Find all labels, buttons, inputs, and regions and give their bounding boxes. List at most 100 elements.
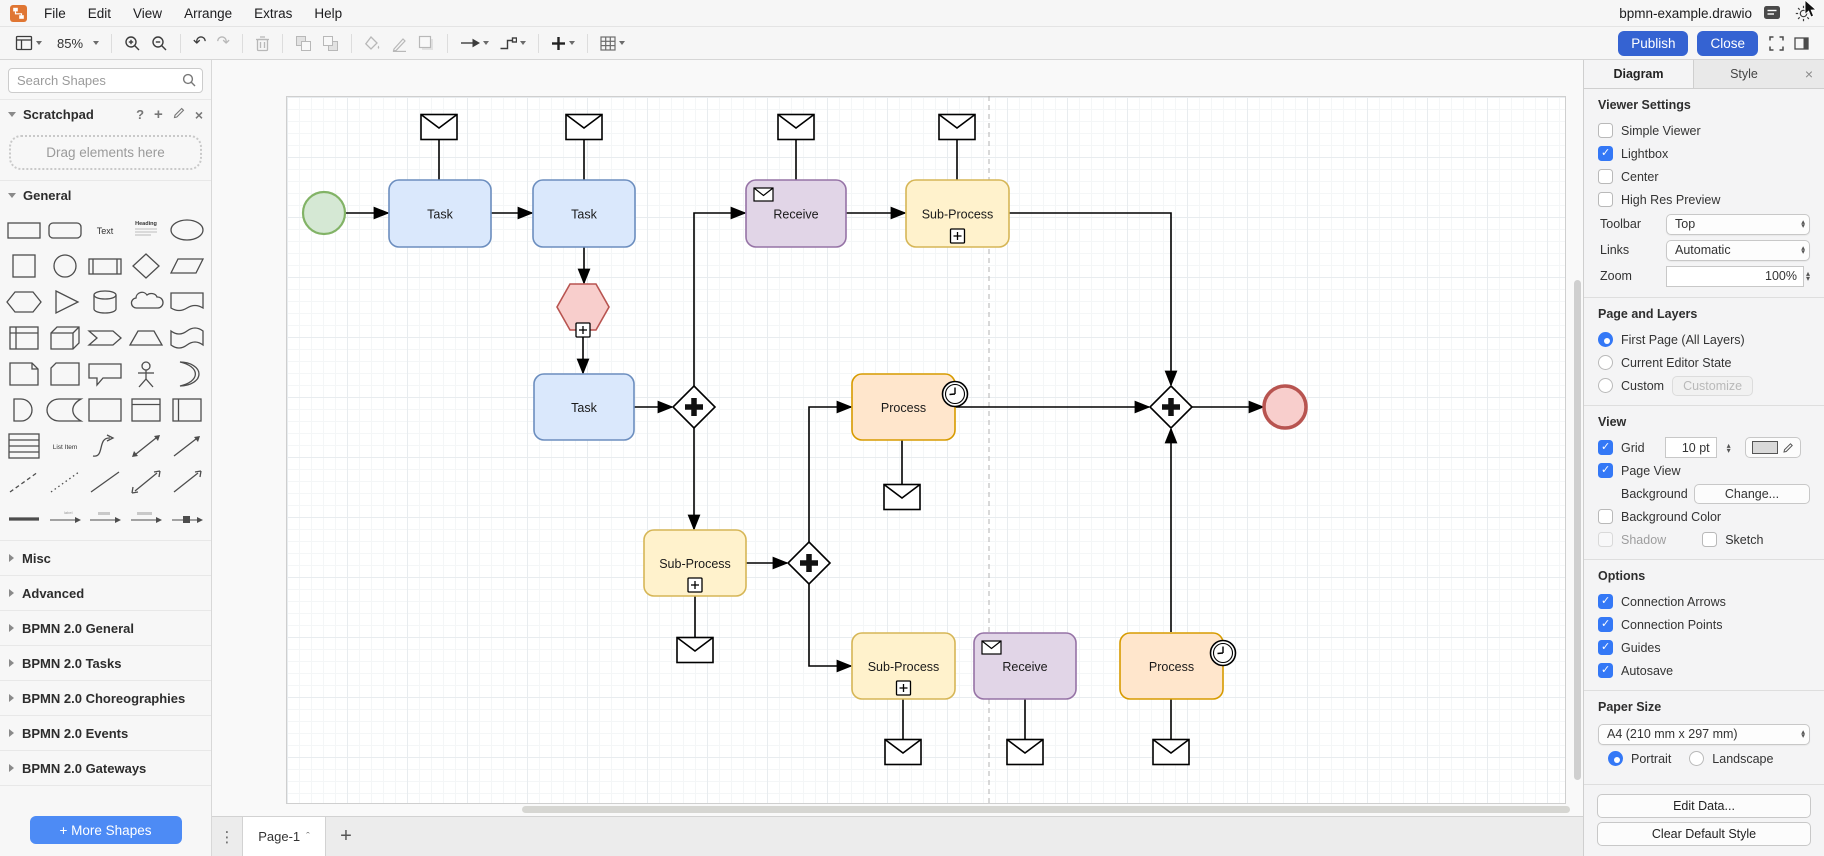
sidebar-section-misc[interactable]: Misc bbox=[0, 541, 211, 576]
sidebar-section-bpmn-2-0-events[interactable]: BPMN 2.0 Events bbox=[0, 716, 211, 751]
guides-checkbox[interactable] bbox=[1598, 640, 1613, 655]
shape-and[interactable] bbox=[4, 392, 45, 428]
menu-view[interactable]: View bbox=[133, 5, 163, 21]
shape-dotted-line[interactable] bbox=[45, 464, 86, 500]
add-page-button[interactable]: + bbox=[340, 825, 352, 847]
env-subprocess-2[interactable] bbox=[676, 636, 714, 664]
simple-viewer-checkbox[interactable] bbox=[1598, 123, 1613, 138]
horizontal-scrollbar[interactable] bbox=[522, 806, 1570, 813]
shape-textbox[interactable]: Heading bbox=[126, 212, 167, 248]
fill-color-button[interactable] bbox=[361, 30, 384, 56]
autosave-checkbox[interactable] bbox=[1598, 663, 1613, 678]
shape-hexagon[interactable] bbox=[4, 284, 45, 320]
gateway-1[interactable] bbox=[671, 384, 717, 430]
insert-button[interactable] bbox=[548, 30, 578, 56]
menu-file[interactable]: File bbox=[44, 5, 66, 21]
subprocess-2[interactable]: Sub-Process bbox=[643, 529, 747, 597]
shape-process[interactable] bbox=[85, 248, 126, 284]
general-section-header[interactable]: General bbox=[0, 180, 211, 210]
tab-style[interactable]: Style bbox=[1730, 67, 1758, 81]
shape-rectangle[interactable] bbox=[4, 212, 45, 248]
connection-points-checkbox[interactable] bbox=[1598, 617, 1613, 632]
first-page-all-layers--radio[interactable] bbox=[1598, 332, 1613, 347]
zoom-level[interactable]: 85% bbox=[57, 35, 84, 51]
sketch-checkbox[interactable] bbox=[1702, 532, 1718, 547]
shape-rounded-rectangle[interactable] bbox=[45, 212, 86, 248]
shape-cube[interactable] bbox=[45, 320, 86, 356]
change-background-button[interactable]: Change... bbox=[1694, 483, 1810, 504]
line-color-button[interactable] bbox=[388, 30, 411, 56]
sidebar-section-bpmn-2-0-gateways[interactable]: BPMN 2.0 Gateways bbox=[0, 751, 211, 786]
links-select[interactable]: Automatic ▴ ▾ bbox=[1666, 239, 1810, 261]
to-back-button[interactable] bbox=[319, 30, 342, 56]
menu-extras[interactable]: Extras bbox=[254, 5, 293, 21]
env-receive-2[interactable] bbox=[1006, 738, 1044, 766]
grid-checkbox[interactable] bbox=[1598, 440, 1613, 455]
sidebar-section-bpmn-2-0-general[interactable]: BPMN 2.0 General bbox=[0, 611, 211, 646]
menu-edit[interactable]: Edit bbox=[87, 5, 112, 21]
task-2[interactable]: Task bbox=[532, 179, 636, 248]
shape-cloud[interactable] bbox=[126, 284, 167, 320]
grid-color-button[interactable] bbox=[1744, 437, 1801, 458]
shape-data-storage[interactable] bbox=[45, 392, 86, 428]
table-button[interactable] bbox=[597, 30, 628, 56]
process-2[interactable]: Process bbox=[1119, 632, 1237, 700]
shape-labeled-edge-2[interactable] bbox=[126, 500, 167, 536]
shape-link[interactable] bbox=[4, 500, 45, 536]
shape-ellipse[interactable] bbox=[166, 212, 207, 248]
center-checkbox[interactable] bbox=[1598, 169, 1613, 184]
zoom-input[interactable]: 100% bbox=[1666, 265, 1804, 287]
connection-style-button[interactable] bbox=[457, 30, 492, 56]
search-input[interactable] bbox=[8, 68, 203, 93]
vertical-scrollbar[interactable] bbox=[1574, 280, 1581, 780]
stepper-icon[interactable]: ▴ ▾ bbox=[1726, 440, 1731, 455]
add-icon[interactable]: + bbox=[154, 106, 163, 123]
custom-radio[interactable] bbox=[1598, 378, 1613, 393]
shape-trapezoid[interactable] bbox=[126, 320, 167, 356]
shape-diamond[interactable] bbox=[126, 248, 167, 284]
stepper-icon[interactable]: ▴ ▾ bbox=[1805, 269, 1810, 283]
shape-actor[interactable] bbox=[126, 356, 167, 392]
env-process-2[interactable] bbox=[1152, 738, 1190, 766]
clear-default-style-button[interactable]: Clear Default Style bbox=[1597, 822, 1811, 846]
task-1[interactable]: Task bbox=[388, 179, 492, 248]
gateway-2[interactable] bbox=[1148, 384, 1194, 430]
zoom-out-button[interactable] bbox=[148, 30, 171, 56]
shape-vertical-container[interactable] bbox=[126, 392, 167, 428]
shape-card[interactable] bbox=[45, 356, 86, 392]
to-front-button[interactable] bbox=[292, 30, 315, 56]
sidebar-section-bpmn-2-0-tasks[interactable]: BPMN 2.0 Tasks bbox=[0, 646, 211, 681]
scratchpad-drop-area[interactable]: Drag elements here bbox=[9, 135, 202, 170]
shape-step[interactable] bbox=[85, 320, 126, 356]
env-task-2[interactable] bbox=[565, 113, 603, 141]
undo-button[interactable]: ↶ bbox=[193, 34, 207, 51]
publish-button[interactable]: Publish bbox=[1618, 30, 1689, 56]
background-color-checkbox[interactable] bbox=[1598, 509, 1613, 524]
shadow-button[interactable] bbox=[415, 30, 438, 56]
edit-data-button[interactable]: Edit Data... bbox=[1597, 794, 1811, 818]
shape-list[interactable] bbox=[4, 428, 45, 464]
shape-dashed-line[interactable] bbox=[4, 464, 45, 500]
receive-1[interactable]: Receive bbox=[745, 179, 847, 248]
shape-square[interactable] bbox=[4, 248, 45, 284]
menu-help[interactable]: Help bbox=[314, 5, 343, 21]
zoom-in-button[interactable] bbox=[121, 30, 144, 56]
shape-or[interactable] bbox=[166, 356, 207, 392]
format-panel-toggle-icon[interactable] bbox=[1791, 30, 1812, 56]
waypoints-button[interactable] bbox=[496, 30, 529, 56]
more-shapes-button[interactable]: + More Shapes bbox=[29, 816, 182, 844]
edit-icon[interactable] bbox=[173, 107, 185, 122]
view-format-button[interactable] bbox=[12, 30, 45, 56]
shape-horizontal-container[interactable] bbox=[166, 392, 207, 428]
high-res-preview-checkbox[interactable] bbox=[1598, 192, 1613, 207]
shape-directional-connector[interactable] bbox=[166, 464, 207, 500]
env-subprocess-3[interactable] bbox=[884, 738, 922, 766]
paper-size-select[interactable]: A4 (210 mm x 297 mm) ▴ ▾ bbox=[1598, 723, 1810, 745]
redo-button[interactable]: ↷ bbox=[216, 34, 230, 51]
zoom-dropdown[interactable] bbox=[87, 30, 102, 56]
shape-triangle[interactable] bbox=[45, 284, 86, 320]
scratchpad-header[interactable]: Scratchpad ? + × bbox=[0, 99, 211, 129]
shape-cylinder[interactable] bbox=[85, 284, 126, 320]
subprocess-1[interactable]: Sub-Process bbox=[905, 179, 1010, 248]
end-event[interactable] bbox=[1262, 384, 1308, 430]
